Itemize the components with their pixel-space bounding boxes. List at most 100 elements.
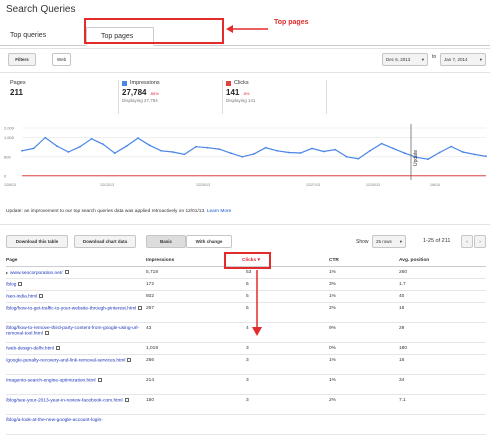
metric-impressions[interactable]: Impressions 27,784 -55% Displaying 27,784 [122,80,160,120]
page-link[interactable]: /magento-search-engine-optimization.html [6,377,96,383]
impressions-data-point[interactable] [102,143,105,146]
header-ctr[interactable]: CTR [329,255,399,267]
impressions-data-point[interactable] [264,146,267,149]
download-table-button[interactable]: Download this table [6,235,68,248]
page-link[interactable]: /blog [6,281,17,287]
impressions-data-point[interactable] [67,151,70,153]
rows-per-page-select[interactable]: 25 rows ▾ [372,235,406,248]
prev-page-button[interactable]: ‹ [461,235,473,248]
header-page[interactable]: Page [6,255,146,267]
impressions-data-point[interactable] [241,155,244,158]
header-avg-position[interactable]: Avg. position [399,255,486,267]
basic-view-button[interactable]: Basic [146,235,186,248]
table-row[interactable]: /blog/see-your-2013-year-in-review-faceb… [6,394,486,415]
impressions-data-point[interactable] [392,147,395,150]
impressions-data-point[interactable] [44,136,47,139]
page-cell[interactable]: /blog [6,278,146,291]
impressions-data-point[interactable] [229,152,232,155]
external-link-icon[interactable] [124,397,129,402]
next-page-button[interactable]: › [474,235,486,248]
impressions-data-point[interactable] [427,158,429,161]
header-clicks[interactable]: Clicks ▾ [232,255,329,267]
page-link[interactable]: /blog/how-to-remove-third-party-content-… [6,325,140,336]
page-cell[interactable]: /blog/see-your-2013-year-in-review-faceb… [6,394,146,415]
page-cell[interactable]: ▸ www.seocorporation.net/ [6,266,146,279]
impressions-data-point[interactable] [79,145,81,148]
table-row[interactable]: /web-design-delhi.html 1,019 3 0% 180 [6,342,486,355]
impressions-data-point[interactable] [473,153,476,156]
page-link[interactable]: /web-design-delhi.html [6,345,54,351]
impressions-data-point[interactable] [171,151,174,153]
page-cell[interactable]: /magento-search-engine-optimization.html [6,374,146,395]
impressions-data-point[interactable] [160,149,163,152]
impressions-data-point[interactable] [21,149,23,152]
page-link[interactable]: /blog/see-your-2013-year-in-review-faceb… [6,397,123,403]
impressions-data-point[interactable] [32,147,35,150]
table-row[interactable]: /magento-search-engine-optimization.html… [6,374,486,395]
impressions-data-point[interactable] [415,156,418,159]
date-to-picker[interactable]: Jan 7, 2014 ▾ [440,53,486,66]
download-chart-button[interactable]: Download chart data [74,235,136,248]
impressions-data-point[interactable] [287,151,290,154]
with-change-view-button[interactable]: With change [186,235,232,248]
page-cell[interactable]: /blog/how-to-get-traffic-to-your-website… [6,302,146,323]
table-row[interactable]: /blog/how-to-get-traffic-to-your-website… [6,302,486,323]
external-link-icon[interactable] [138,305,143,310]
impressions-data-point[interactable] [345,155,348,158]
table-row[interactable]: /google-penalty-recovery-and-link-remova… [6,354,486,375]
impressions-data-point[interactable] [461,151,464,153]
impressions-data-point[interactable] [55,145,58,147]
impressions-data-point[interactable] [276,149,279,152]
impressions-data-point[interactable] [334,148,337,151]
learn-more-link[interactable]: Learn More [206,209,232,214]
web-filter-chip[interactable]: Web [52,53,71,66]
table-row[interactable]: /blog 172 6 3% 1.7 [6,278,486,291]
external-link-icon[interactable] [18,281,23,286]
impressions-data-point[interactable] [148,144,151,147]
table-row[interactable]: /blog/a-look-at-the-new-google-account-l… [6,414,486,435]
external-link-icon[interactable] [56,345,60,350]
tab-top-queries[interactable]: Top queries [10,32,47,39]
impressions-data-point[interactable] [218,148,221,150]
impressions-data-point[interactable] [137,137,139,139]
impressions-data-point[interactable] [357,157,360,160]
impressions-data-point[interactable] [311,147,313,150]
filters-button[interactable]: Filters [8,53,36,66]
impressions-data-point[interactable] [403,152,406,155]
page-link[interactable]: /seo-india.html [6,293,38,299]
impressions-data-point[interactable] [369,149,371,152]
impressions-data-point[interactable] [125,145,128,148]
impressions-data-point[interactable] [195,145,197,148]
impressions-data-point[interactable] [253,153,255,155]
metric-clicks[interactable]: Clicks 141 -5% Displaying 141 [226,80,256,120]
external-link-icon[interactable] [64,270,69,275]
metric-pages[interactable]: Pages 211 [10,80,26,120]
page-link[interactable]: /blog/a-look-at-the-new-google-account-l… [6,417,103,423]
impressions-data-point[interactable] [299,152,302,154]
impressions-data-point[interactable] [322,150,325,153]
table-row[interactable]: ▸ www.seocorporation.net/5,718 53 1% 260 [6,266,486,279]
impressions-data-point[interactable] [438,151,441,154]
impressions-data-point[interactable] [90,137,93,140]
tab-top-pages[interactable]: Top pages [86,27,154,46]
external-link-icon[interactable] [44,330,49,335]
external-link-icon[interactable] [97,377,102,382]
table-row[interactable]: /blog/how-to-remove-third-party-content-… [6,322,486,343]
impressions-data-point[interactable] [485,155,487,158]
page-link[interactable]: /blog/how-to-get-traffic-to-your-website… [6,305,137,311]
page-link[interactable]: /google-penalty-recovery-and-link-remova… [6,357,126,363]
header-impressions[interactable]: Impressions [146,255,232,267]
page-cell[interactable]: /google-penalty-recovery-and-link-remova… [6,354,146,375]
impressions-data-point[interactable] [450,145,453,148]
date-from-picker[interactable]: Dec 6, 2013 ▾ [382,53,428,66]
impressions-data-point[interactable] [183,153,186,156]
impressions-data-point[interactable] [113,152,116,155]
page-cell[interactable]: /blog/a-look-at-the-new-google-account-l… [6,414,146,435]
impressions-data-point[interactable] [206,146,209,149]
table-row[interactable]: /seo-india.html 802 5 1% 40 [6,290,486,303]
page-cell[interactable]: /seo-india.html [6,290,146,303]
page-cell[interactable]: /blog/how-to-remove-third-party-content-… [6,322,146,343]
impressions-data-point[interactable] [380,142,383,145]
page-cell[interactable]: /web-design-delhi.html [6,342,146,355]
external-link-icon[interactable] [39,293,44,298]
